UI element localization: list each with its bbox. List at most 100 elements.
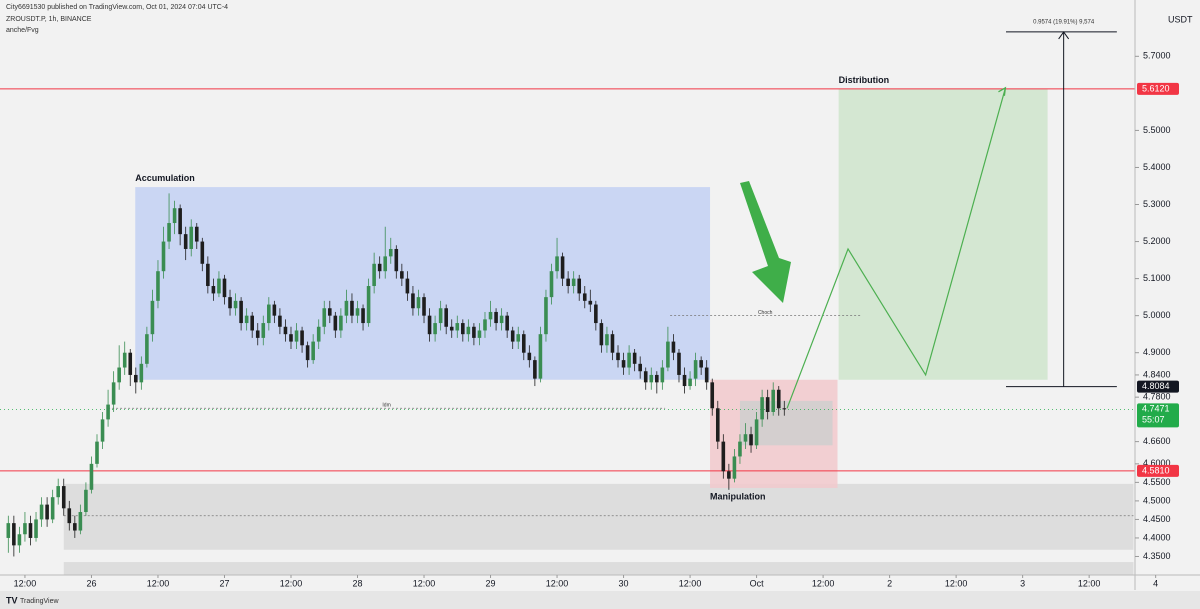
candle-body [272, 304, 277, 316]
x-tick-label: 2 [887, 578, 892, 588]
x-tick-label: 3 [1020, 578, 1025, 588]
candle-body [638, 363, 642, 372]
candle-body [372, 263, 376, 287]
candle-body [156, 271, 160, 301]
publisher: City6691530 published on TradingView.com… [6, 4, 228, 11]
candle-body [289, 334, 293, 342]
candle-body [400, 271, 404, 279]
candle-body [128, 352, 133, 375]
candle-body [366, 286, 371, 324]
candle-body [521, 334, 526, 353]
candle-body [594, 304, 598, 324]
candle-body [283, 326, 288, 335]
candle-body [217, 278, 221, 294]
candle-body [117, 367, 121, 383]
candle-body [743, 434, 748, 442]
level-label: 4.5810 [1142, 465, 1170, 475]
candle-body [12, 523, 16, 546]
candle-body [433, 323, 437, 335]
x-tick-label: 12:00 [413, 578, 436, 588]
candle-body [411, 293, 415, 309]
candle-body [355, 308, 360, 316]
y-tick-label: 4.6600 [1143, 436, 1171, 446]
countdown: 55:07 [1142, 415, 1165, 425]
candle-body [477, 330, 482, 338]
zone [838, 88, 1048, 380]
candle-body [261, 323, 266, 338]
candle-body [278, 315, 282, 327]
projection-path [786, 87, 1007, 409]
annotation: Accumulation [135, 173, 195, 183]
candle-body [73, 523, 77, 531]
candle-body [89, 463, 94, 490]
candle-body [688, 378, 692, 387]
candle-body [427, 315, 432, 335]
candle-body [693, 360, 698, 379]
candle-body [738, 441, 742, 457]
candle-body [316, 326, 321, 342]
y-tick-label: 5.3000 [1143, 199, 1171, 209]
candle-body [78, 512, 83, 531]
zone [739, 400, 833, 446]
candle-body [183, 234, 188, 249]
level-label-bg [1137, 464, 1179, 477]
x-tick-label: 30 [619, 578, 629, 588]
candle-body [782, 408, 787, 410]
x-tick-label: 12:00 [812, 578, 835, 588]
candle-body [472, 326, 476, 338]
x-tick-label: 4 [1153, 578, 1158, 588]
candle-body [145, 334, 149, 364]
candle-body [189, 226, 194, 249]
x-tick-label: 12:00 [679, 578, 702, 588]
candle-body [776, 389, 781, 409]
candle-body [660, 367, 665, 383]
candle-body [721, 441, 726, 472]
y-tick-label: 5.4000 [1143, 162, 1171, 172]
candle-body [388, 248, 393, 257]
candle-body [760, 397, 764, 420]
candle-body [106, 404, 110, 420]
candle-body [516, 334, 521, 342]
candle-body [361, 308, 365, 324]
x-tick-label: 12:00 [546, 578, 569, 588]
candle-body [233, 300, 238, 309]
x-tick-label: 27 [219, 578, 229, 588]
candle-body [333, 315, 338, 331]
candle-body [28, 523, 33, 538]
x-tick-label: 29 [486, 578, 496, 588]
candle-body [621, 360, 626, 368]
candle-body [244, 315, 249, 324]
y-tick-label: 4.4000 [1143, 532, 1171, 542]
candle-body [200, 241, 205, 264]
candle-body [377, 263, 382, 272]
candle-body [677, 352, 681, 375]
candle-body [322, 308, 327, 327]
candle-body [239, 300, 243, 324]
candle-body [765, 397, 770, 412]
candle-body [627, 352, 631, 368]
candle-body [704, 367, 709, 383]
candle-body [394, 248, 399, 272]
symbol: ZROUSDT.P, 1h, BINANCE [6, 16, 92, 23]
zone [135, 187, 711, 380]
zone [63, 483, 1134, 550]
candle-body [749, 434, 753, 446]
level-label: 4.8084 [1142, 381, 1170, 391]
candle-body [255, 330, 260, 338]
candle-body [211, 286, 216, 294]
candle-body [422, 297, 426, 316]
candle-body [605, 334, 609, 346]
y-tick-label: 4.5000 [1143, 495, 1171, 505]
candle-body [206, 263, 210, 287]
projection-arrowhead [998, 86, 1007, 96]
candle-body [649, 374, 654, 383]
candle-body [6, 523, 11, 538]
candle-body [466, 326, 471, 335]
zone [63, 562, 1134, 575]
candle-body [488, 311, 493, 320]
candle-body [438, 308, 443, 324]
candle-body [39, 504, 44, 520]
x-tick-label: 12:00 [147, 578, 170, 588]
x-tick-label: 26 [86, 578, 96, 588]
candle-body [228, 297, 232, 309]
